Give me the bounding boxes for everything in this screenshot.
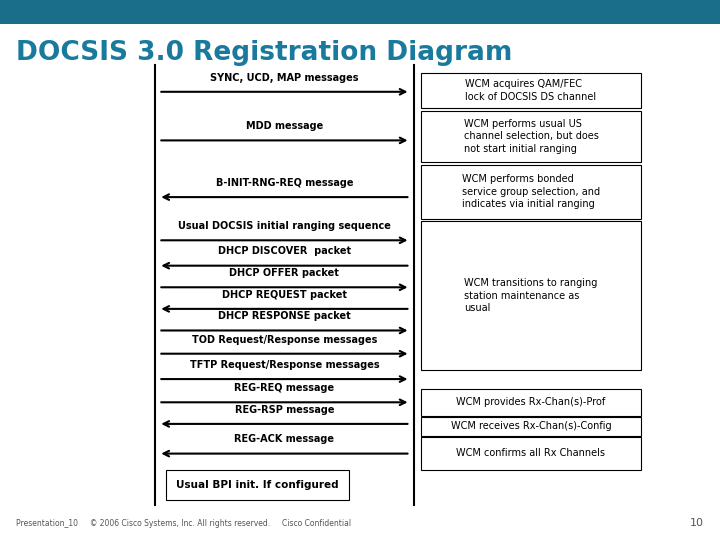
Bar — [421, 437, 641, 470]
Text: WCM performs bonded
service group selection, and
indicates via initial ranging: WCM performs bonded service group select… — [462, 174, 600, 209]
Text: DHCP REQUEST packet: DHCP REQUEST packet — [222, 289, 347, 300]
Text: REG-REQ message: REG-REQ message — [234, 383, 335, 393]
Text: TFTP Request/Response messages: TFTP Request/Response messages — [189, 360, 379, 370]
Text: WCM transitions to ranging
station maintenance as
usual: WCM transitions to ranging station maint… — [464, 278, 598, 313]
Text: DHCP DISCOVER  packet: DHCP DISCOVER packet — [218, 246, 351, 256]
Text: WCM provides Rx-Chan(s)-Prof: WCM provides Rx-Chan(s)-Prof — [456, 397, 606, 407]
Text: Usual DOCSIS initial ranging sequence: Usual DOCSIS initial ranging sequence — [178, 221, 391, 231]
Bar — [421, 73, 641, 108]
Bar — [421, 389, 641, 416]
Text: WCM receives Rx-Chan(s)-Config: WCM receives Rx-Chan(s)-Config — [451, 421, 611, 431]
Text: Usual BPI init. If configured: Usual BPI init. If configured — [176, 480, 338, 490]
Bar — [421, 221, 641, 370]
Text: DHCP OFFER packet: DHCP OFFER packet — [230, 268, 339, 278]
Text: 10: 10 — [690, 518, 704, 528]
Bar — [421, 111, 641, 162]
Text: WCM acquires QAM/FEC
lock of DOCSIS DS channel: WCM acquires QAM/FEC lock of DOCSIS DS c… — [465, 79, 597, 102]
Text: DHCP RESPONSE packet: DHCP RESPONSE packet — [218, 311, 351, 321]
Text: Presentation_10     © 2006 Cisco Systems, Inc. All rights reserved.     Cisco Co: Presentation_10 © 2006 Cisco Systems, In… — [16, 519, 351, 528]
Text: DOCSIS 3.0 Registration Diagram: DOCSIS 3.0 Registration Diagram — [16, 40, 512, 66]
Text: REG-RSP message: REG-RSP message — [235, 404, 334, 415]
Text: WCM confirms all Rx Channels: WCM confirms all Rx Channels — [456, 448, 606, 458]
Bar — [166, 470, 349, 500]
Text: TOD Request/Response messages: TOD Request/Response messages — [192, 334, 377, 345]
Text: B-INIT-RNG-REQ message: B-INIT-RNG-REQ message — [216, 178, 353, 188]
Text: WCM performs usual US
channel selection, but does
not start initial ranging: WCM performs usual US channel selection,… — [464, 119, 598, 154]
Text: REG-ACK message: REG-ACK message — [235, 434, 334, 444]
Bar — [421, 417, 641, 436]
Bar — [421, 165, 641, 219]
Text: MDD message: MDD message — [246, 121, 323, 131]
Text: SYNC, UCD, MAP messages: SYNC, UCD, MAP messages — [210, 72, 359, 83]
Bar — [0, 0, 720, 24]
